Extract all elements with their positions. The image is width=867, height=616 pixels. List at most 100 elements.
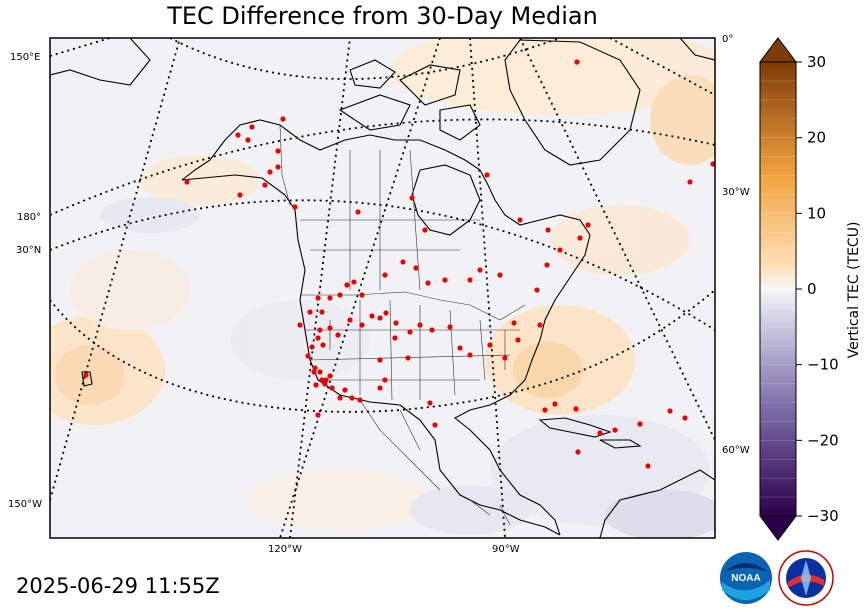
station-marker [313, 382, 319, 388]
label-150w: 150°W [8, 499, 42, 510]
station-marker [497, 272, 503, 278]
station-marker [534, 287, 540, 293]
station-marker [542, 407, 548, 413]
station-marker [312, 365, 318, 371]
station-marker [275, 148, 281, 154]
colorbar-tick-label: −20 [807, 431, 839, 449]
station-marker [575, 449, 581, 455]
station-marker [382, 272, 388, 278]
station-marker [337, 292, 343, 298]
map-frame [49, 37, 716, 539]
label-60w: 60°W [722, 445, 750, 456]
colorbar-scale [759, 61, 797, 517]
station-marker [280, 116, 286, 122]
station-marker [545, 227, 551, 233]
station-marker [407, 329, 413, 335]
station-marker [322, 381, 328, 387]
station-marker [517, 217, 523, 223]
station-marker [267, 169, 273, 175]
station-marker [573, 406, 579, 412]
svg-text:NOAA: NOAA [731, 573, 760, 584]
station-marker [359, 292, 365, 298]
station-marker [417, 322, 423, 328]
station-marker [237, 192, 243, 198]
station-marker [413, 265, 419, 271]
station-marker [447, 324, 453, 330]
station-marker [327, 373, 333, 379]
station-marker [612, 427, 618, 433]
station-marker [323, 377, 329, 383]
colorbar-tick-label: 0 [807, 280, 817, 298]
station-marker [484, 172, 490, 178]
graticule [50, 38, 715, 538]
station-marker [349, 395, 355, 401]
station-marker [342, 387, 348, 393]
colorbar-label: Vertical TEC (TECU) [846, 222, 862, 359]
station-marker [315, 335, 321, 341]
station-marker [477, 267, 483, 273]
station-marker [682, 415, 688, 421]
station-marker [245, 137, 251, 143]
station-marker [552, 401, 558, 407]
station-marker [377, 357, 383, 363]
station-marker [275, 164, 281, 170]
station-marker [335, 332, 341, 338]
station-marker [432, 422, 438, 428]
station-marker [377, 315, 383, 321]
station-marker [544, 262, 550, 268]
colorbar-bottom-extend [759, 515, 797, 541]
station-marker [351, 279, 357, 285]
station-marker [357, 397, 363, 403]
colorbar-tick-label: −10 [807, 356, 839, 374]
station-marker [347, 317, 353, 323]
station-marker [317, 327, 323, 333]
label-30n: 30°N [16, 245, 41, 256]
tec-anomaly-field [50, 38, 715, 538]
station-marker [369, 313, 375, 319]
station-marker [400, 259, 406, 265]
station-marker [405, 355, 411, 361]
label-120w: 120°W [268, 544, 302, 555]
station-marker [392, 335, 398, 341]
station-marker [597, 430, 603, 436]
station-marker [305, 353, 311, 359]
station-marker [487, 342, 493, 348]
station-marker [637, 421, 643, 427]
station-marker [393, 320, 399, 326]
station-marker [355, 209, 361, 215]
station-marker [422, 227, 428, 233]
station-marker [467, 277, 473, 283]
label-180: 180° [17, 212, 41, 223]
station-marker [311, 369, 317, 375]
station-marker [297, 322, 303, 328]
colorbar-tick-label: 20 [807, 129, 826, 147]
station-marker [377, 385, 383, 391]
station-marker [329, 385, 335, 391]
map-title: TEC Difference from 30-Day Median [167, 2, 598, 30]
station-marker [315, 412, 321, 418]
station-marker [327, 325, 333, 331]
station-marker [577, 235, 583, 241]
station-marker [235, 132, 241, 138]
station-marker [292, 204, 298, 210]
station-marker [320, 342, 326, 348]
station-marker [585, 222, 591, 228]
station-marker [309, 344, 315, 350]
station-marker [515, 337, 521, 343]
label-150e: 150°E [10, 52, 40, 63]
station-marker [317, 369, 323, 375]
colorbar-top-extend [759, 37, 797, 63]
station-marker [537, 322, 543, 328]
coastlines [50, 38, 715, 538]
station-marker [429, 327, 435, 333]
station-marker [409, 195, 415, 201]
station-marker [359, 322, 365, 328]
station-marker [319, 309, 325, 315]
station-marker [344, 282, 350, 288]
station-marker [383, 310, 389, 316]
label-0: 0° [722, 34, 733, 45]
station-marker [467, 352, 473, 358]
station-marker [645, 463, 651, 469]
station-marker [382, 377, 388, 383]
